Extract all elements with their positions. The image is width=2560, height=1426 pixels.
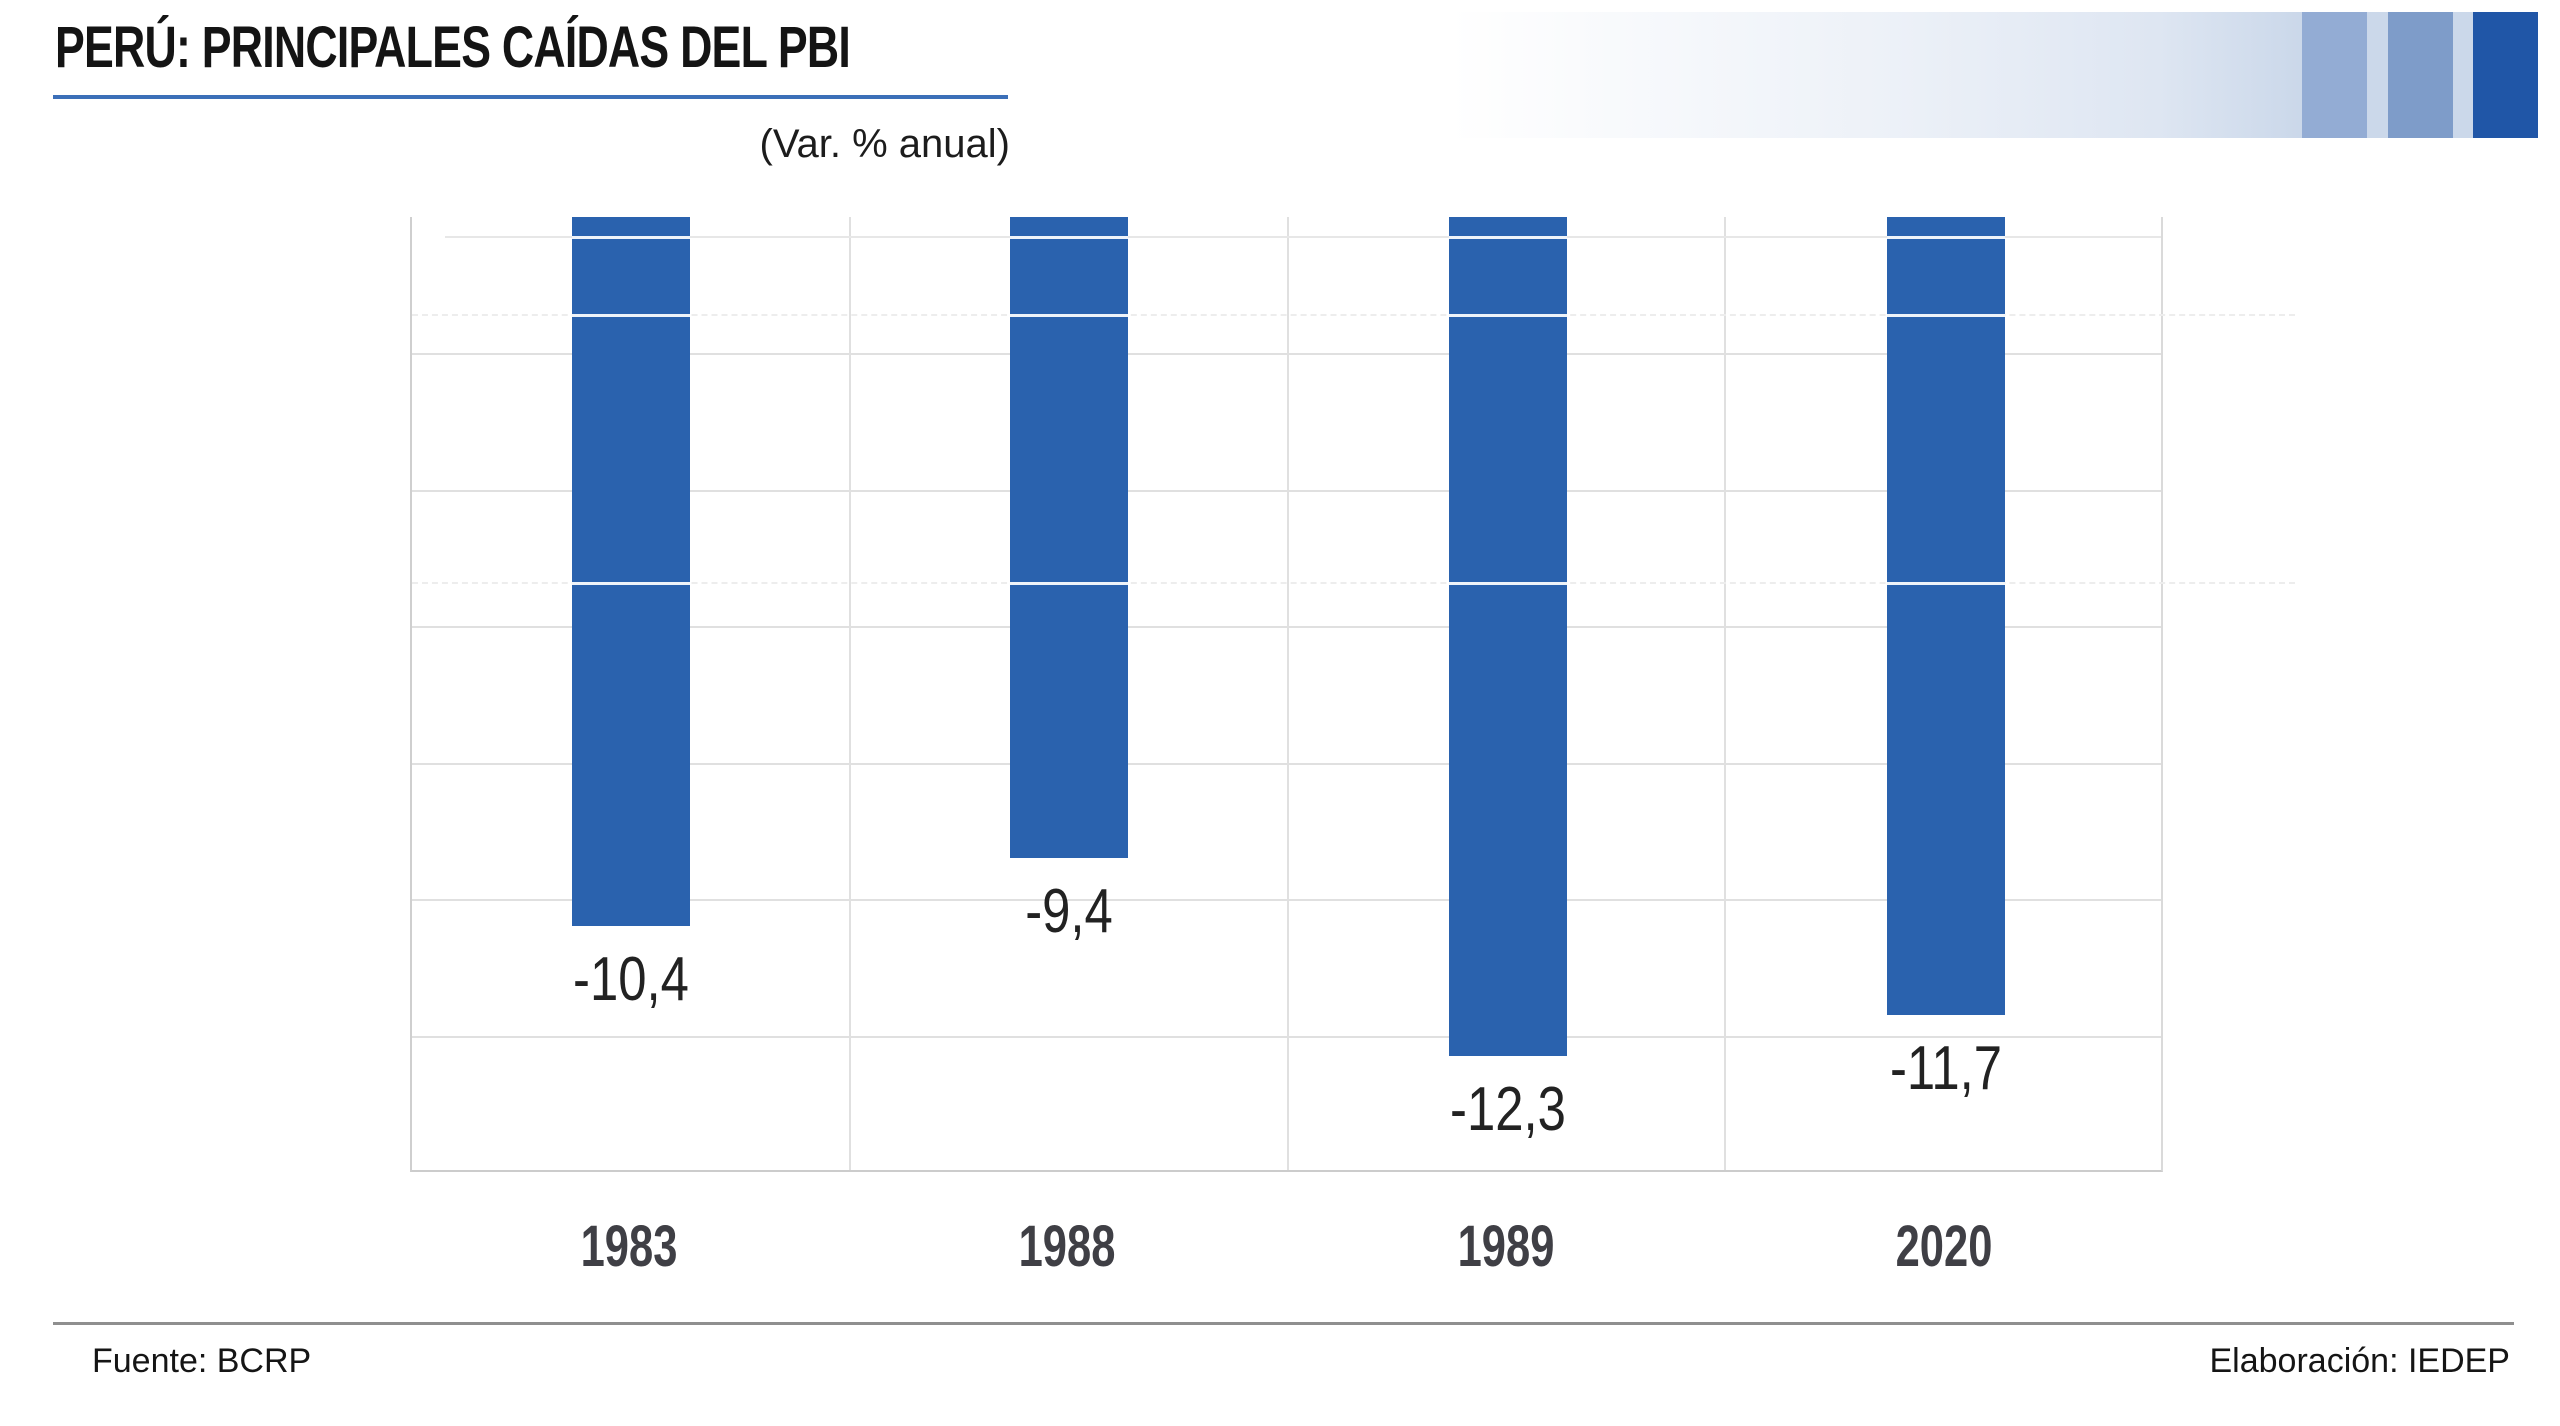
x-axis-label-1988: 1988 — [1018, 1214, 1116, 1279]
x-axis-label-1983: 1983 — [580, 1214, 678, 1279]
vertical-gridline — [849, 217, 852, 1170]
white-gridline-over-bar — [1010, 236, 1129, 239]
top-indented-gridline — [445, 236, 2161, 238]
white-gridline-over-bar — [572, 314, 691, 317]
white-gridline-over-bar — [1448, 236, 1567, 239]
elaboration-note: Elaboración: IEDEP — [2209, 1342, 2511, 1380]
horizontal-gridline — [412, 1035, 2161, 1038]
bar-value-label: -11,7 — [1889, 1034, 2002, 1104]
horizontal-gridline — [412, 353, 2161, 356]
bar-2020 — [1886, 217, 2005, 1016]
bar-1989 — [1448, 217, 1567, 1057]
white-gridline-over-bar — [1010, 582, 1129, 585]
bar-value-label: -9,4 — [1025, 877, 1114, 947]
x-axis-label-1989: 1989 — [1457, 1214, 1554, 1279]
chart-subtitle: (Var. % anual) — [759, 122, 1011, 166]
white-gridline-over-bar — [1886, 236, 2005, 239]
vertical-gridline — [1286, 217, 1289, 1170]
page-title: PERÚ: PRINCIPALES CAÍDAS DEL PBI — [55, 15, 851, 80]
bar-value-label: -10,4 — [573, 945, 689, 1015]
decorative-gradient-band — [1450, 12, 2538, 138]
title-underline — [53, 95, 1008, 99]
x-axis-label-2020: 2020 — [1895, 1214, 1993, 1279]
dashed-reference-line — [412, 314, 2295, 316]
horizontal-gridline — [412, 626, 2161, 629]
horizontal-gridline — [412, 899, 2161, 902]
dashed-reference-line — [412, 582, 2295, 584]
white-gridline-over-bar — [1886, 314, 2005, 317]
bar-1983 — [572, 217, 691, 927]
white-gridline-over-bar — [1010, 314, 1129, 317]
vertical-gridline — [1723, 217, 1726, 1170]
white-gridline-over-bar — [1448, 314, 1567, 317]
footer-divider — [53, 1322, 2514, 1325]
white-gridline-over-bar — [572, 236, 691, 239]
horizontal-gridline — [412, 762, 2161, 765]
decorative-stripe-medium — [2388, 12, 2453, 138]
source-note: Fuente: BCRP — [92, 1342, 312, 1380]
white-gridline-over-bar — [572, 582, 691, 585]
horizontal-gridline — [412, 489, 2161, 492]
decorative-stripe-dark — [2473, 12, 2538, 138]
white-gridline-over-bar — [1886, 582, 2005, 585]
white-gridline-over-bar — [1448, 582, 1567, 585]
bar-value-label: -12,3 — [1449, 1075, 1566, 1145]
bar-1988 — [1010, 217, 1129, 859]
plot-area: -10,4 -9,4 -12,3 -11,7 — [410, 217, 2295, 1172]
decorative-stripe-light — [2302, 12, 2367, 138]
